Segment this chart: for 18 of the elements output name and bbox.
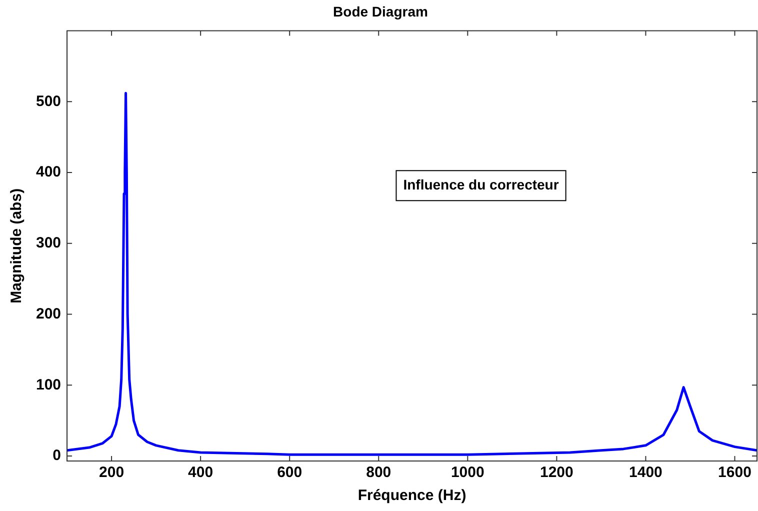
- y-tick-label: 300: [36, 234, 62, 252]
- x-tick-label: 1000: [450, 464, 484, 482]
- x-tick-label: 1400: [629, 464, 662, 482]
- annotation: Influence du correcteur: [403, 176, 560, 193]
- x-tick-label: 1200: [540, 464, 574, 482]
- y-tick-label: 200: [36, 305, 62, 322]
- y-tick-label: 500: [36, 92, 62, 110]
- x-tick-label: 1600: [718, 464, 752, 482]
- x-tick-label: 400: [188, 464, 214, 482]
- chart-title: Bode Diagram: [333, 3, 428, 20]
- x-tick-label: 800: [366, 464, 392, 482]
- y-tick-label: 400: [36, 164, 62, 181]
- y-tick-label: 0: [52, 447, 62, 464]
- x-axis-title: Fréquence (Hz): [358, 487, 466, 504]
- y-tick-label: 100: [36, 376, 62, 394]
- x-tick-label: 600: [277, 464, 302, 482]
- y-axis-title: Magnitude (abs): [8, 188, 26, 304]
- x-tick-label: 200: [99, 464, 124, 482]
